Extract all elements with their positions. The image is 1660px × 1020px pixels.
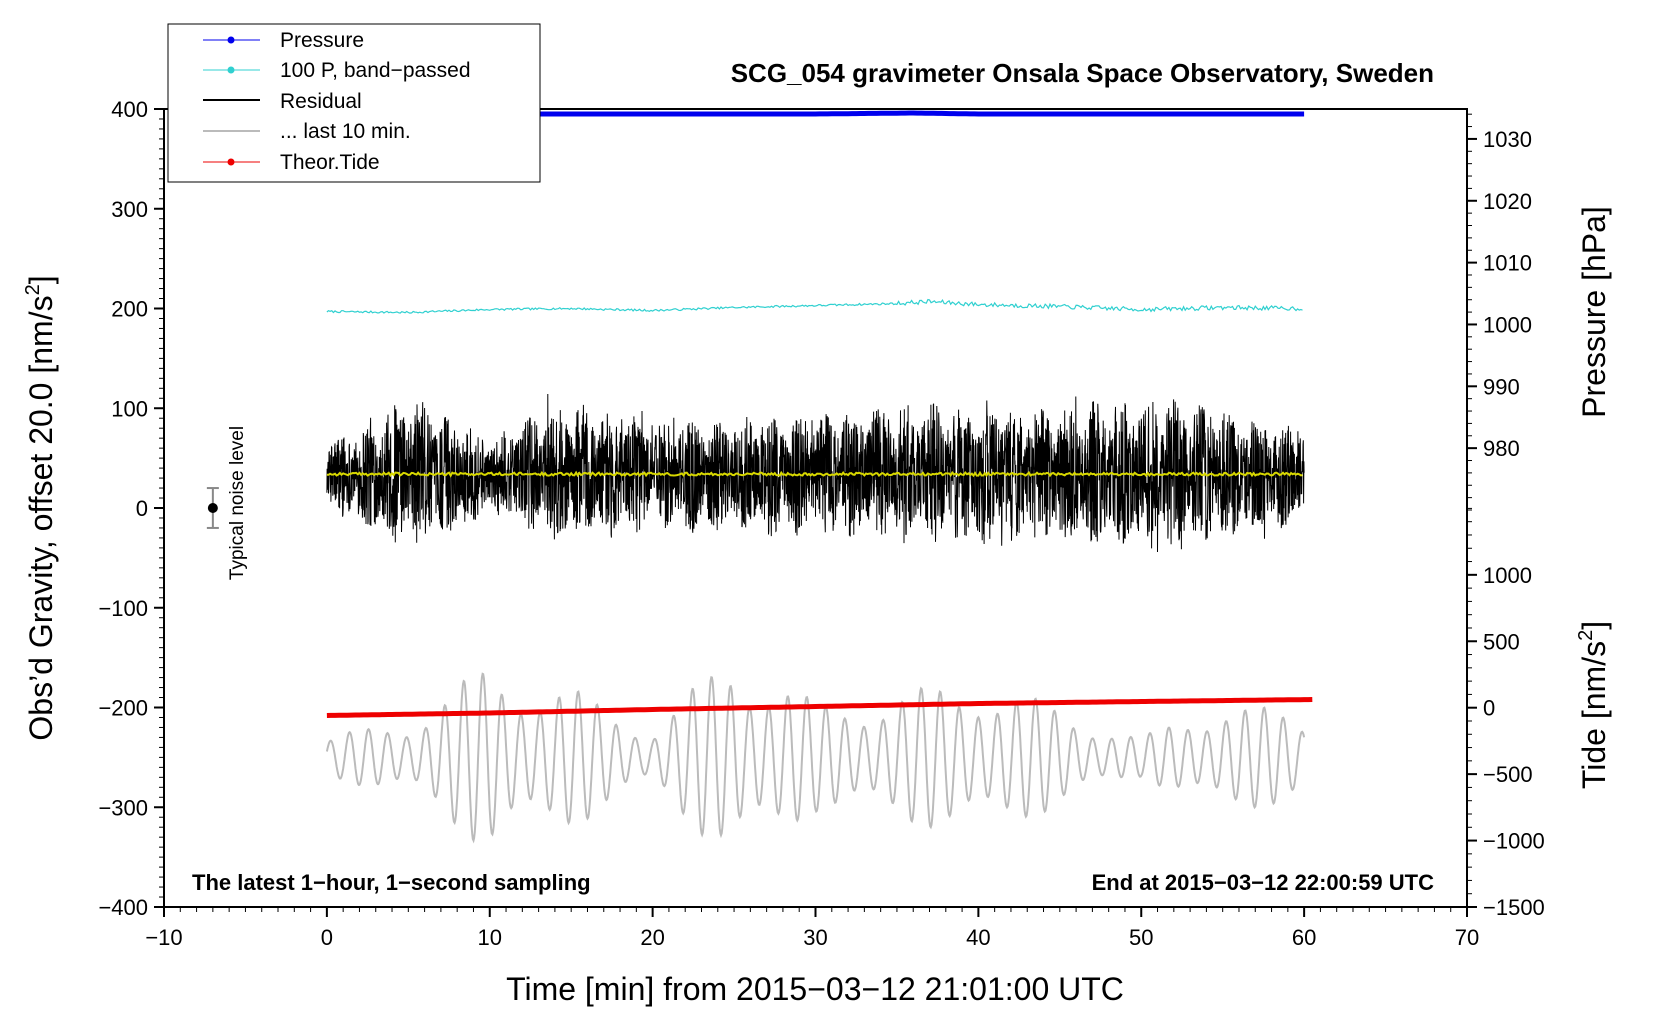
x-tick-label-4: 30 <box>803 925 827 950</box>
tide-tick-label-5: −1500 <box>1483 895 1545 920</box>
pressure-axis: 1030 1020 1010 1000 990 980 <box>1467 113 1532 511</box>
bandpassed-pressure-line <box>326 298 1303 314</box>
legend-label-tide: Theor.Tide <box>280 151 380 174</box>
legend-marker-bandpassed <box>227 66 235 74</box>
tide-axis-label-sup: 2 <box>1575 630 1597 641</box>
x-tick-label-7: 60 <box>1292 925 1316 950</box>
x-axis: −10 0 10 20 30 40 50 60 70 <box>145 907 1479 950</box>
y-tick-label-1: 300 <box>111 197 148 222</box>
y-axis-label-main: Obs’d Gravity, offset 20.0 [nm/s <box>23 295 59 740</box>
y-tick-label-8: −400 <box>98 895 148 920</box>
pressure-tick-label-2: 1010 <box>1483 251 1532 276</box>
x-tick-label-5: 40 <box>966 925 990 950</box>
residual-mean-line <box>326 470 1303 478</box>
tide-axis-label-main: Tide [nm/s <box>1576 641 1612 789</box>
tide-tick-label-4: −1000 <box>1483 829 1545 854</box>
residual-line <box>326 393 1305 553</box>
y-tick-label-2: 200 <box>111 297 148 322</box>
pressure-tick-label-3: 1000 <box>1483 312 1532 337</box>
tide-tick-label-1: 500 <box>1483 629 1520 654</box>
noise-level-indicator: Typical noise level <box>206 426 248 580</box>
pressure-tick-label-4: 990 <box>1483 374 1520 399</box>
x-tick-label-0: −10 <box>145 925 182 950</box>
x-axis-label: Time [min] from 2015−03−12 21:01:00 UTC <box>506 971 1124 1007</box>
y-tick-label-4: 0 <box>136 496 148 521</box>
y-axis-label: Obs’d Gravity, offset 20.0 [nm/s2] <box>22 275 59 740</box>
x-tick-label-1: 0 <box>321 925 333 950</box>
y-tick-label-5: −100 <box>98 596 148 621</box>
last-10-min-line <box>325 672 1306 844</box>
theoretical-tide-line <box>326 697 1313 718</box>
legend-marker-tide <box>227 158 235 166</box>
y-axis-label-sup: 2 <box>22 284 44 295</box>
y-tick-label-3: 100 <box>111 396 148 421</box>
noise-level-dot <box>207 503 218 513</box>
series-layer <box>325 110 1313 844</box>
legend-label-bandpassed: 100 P, band−passed <box>280 59 471 82</box>
tide-axis-label-end: ] <box>1576 621 1612 630</box>
y-axis: 400 300 200 100 0 −100 −200 −300 −400 <box>98 97 164 920</box>
y-tick-label-6: −200 <box>98 696 148 721</box>
y-tick-label-7: −300 <box>98 795 148 820</box>
x-tick-label-2: 10 <box>478 925 502 950</box>
noise-level-label: Typical noise level <box>227 426 248 580</box>
pressure-tick-label-1: 1020 <box>1483 189 1532 214</box>
legend-item-last10: ... last 10 min. <box>203 120 411 143</box>
pressure-axis-label: Pressure [hPa] <box>1576 206 1612 418</box>
y-axis-label-end: ] <box>23 275 59 284</box>
tide-tick-label-0: 1000 <box>1483 563 1532 588</box>
tide-tick-label-2: 0 <box>1483 696 1495 721</box>
legend-item-residual: Residual <box>203 90 362 113</box>
legend-item-bandpassed: 100 P, band−passed <box>203 59 471 82</box>
tide-axis-label: Tide [nm/s2] <box>1575 621 1612 789</box>
x-tick-label-8: 70 <box>1455 925 1479 950</box>
tide-axis: 1000 500 0 −500 −1000 −1500 <box>1467 507 1545 920</box>
x-tick-label-6: 50 <box>1129 925 1153 950</box>
end-time-annotation: End at 2015−03−12 22:00:59 UTC <box>1092 870 1435 895</box>
y-tick-label-0: 400 <box>111 97 148 122</box>
legend: Pressure 100 P, band−passed Residual ...… <box>167 23 541 183</box>
legend-label-pressure: Pressure <box>280 29 364 52</box>
pressure-tick-label-5: 980 <box>1483 436 1520 461</box>
legend-label-last10: ... last 10 min. <box>280 120 411 143</box>
legend-item-pressure: Pressure <box>203 29 364 52</box>
tide-tick-label-3: −500 <box>1483 762 1533 787</box>
x-tick-label-3: 20 <box>640 925 664 950</box>
sampling-annotation: The latest 1−hour, 1−second sampling <box>192 870 591 895</box>
legend-item-tide: Theor.Tide <box>203 151 380 174</box>
legend-box <box>167 23 541 183</box>
pressure-tick-label-0: 1030 <box>1483 127 1532 152</box>
chart-title: SCG_054 gravimeter Onsala Space Observat… <box>731 58 1434 88</box>
legend-marker-pressure <box>227 36 235 44</box>
legend-label-residual: Residual <box>280 90 362 113</box>
